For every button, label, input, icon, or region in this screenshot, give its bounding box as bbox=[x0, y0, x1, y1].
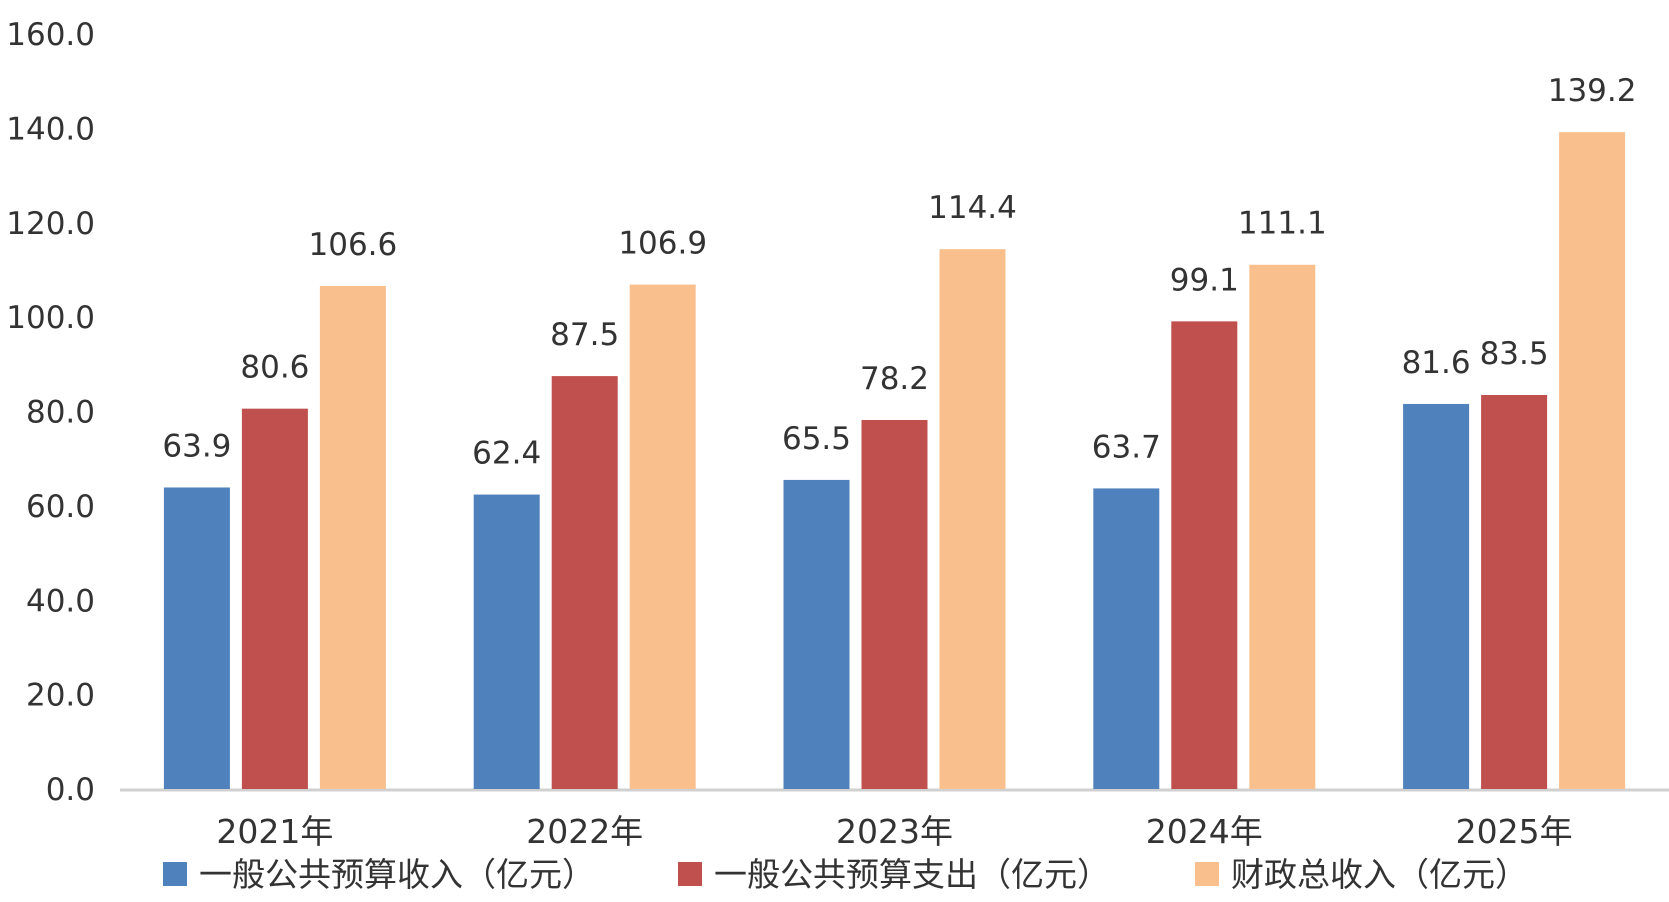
bar-3-5 bbox=[1559, 132, 1626, 789]
bar-2-5 bbox=[1481, 394, 1548, 789]
legend-swatch bbox=[1195, 862, 1219, 886]
data-label: 106.9 bbox=[618, 226, 707, 262]
data-label: 63.7 bbox=[1092, 429, 1161, 465]
data-label: 62.4 bbox=[472, 436, 541, 472]
data-label: 114.4 bbox=[928, 190, 1017, 226]
legend-swatch bbox=[678, 862, 702, 886]
x-category-label: 2021年 bbox=[216, 812, 333, 851]
y-tick-label: 0.0 bbox=[46, 772, 95, 808]
data-label: 83.5 bbox=[1480, 336, 1549, 372]
data-label: 111.1 bbox=[1238, 206, 1327, 242]
legend-label: 一般公共预算收入（亿元） bbox=[199, 855, 595, 894]
y-tick-label: 80.0 bbox=[26, 395, 95, 431]
x-category-label: 2023年 bbox=[836, 812, 953, 851]
y-tick-label: 60.0 bbox=[26, 489, 95, 525]
y-tick-label: 20.0 bbox=[26, 678, 95, 714]
bar-3-4 bbox=[1249, 264, 1316, 789]
legend-label: 一般公共预算支出（亿元） bbox=[714, 855, 1110, 894]
data-label: 99.1 bbox=[1170, 262, 1239, 298]
bar-2-1 bbox=[241, 408, 308, 789]
bar-2-4 bbox=[1171, 321, 1238, 789]
data-labels: 63.9 80.6 106.6 62.4 87.5 106.9 65.578.2 114.4 6… bbox=[162, 73, 1636, 471]
data-label: 139.2 bbox=[1548, 73, 1637, 109]
bar-2-2 bbox=[551, 376, 618, 789]
x-category-label: 2025年 bbox=[1456, 812, 1573, 851]
y-tick-label: 120.0 bbox=[6, 206, 95, 242]
y-tick-label: 160.0 bbox=[6, 17, 95, 53]
x-category-label: 2024年 bbox=[1146, 812, 1263, 851]
y-tick-label: 40.0 bbox=[26, 583, 95, 619]
y-axis-tick-labels: 0.0 20.0 40.0 60.0 80.0 100.0 120.0 140.0 160.0 bbox=[6, 17, 95, 808]
legend-swatch bbox=[163, 862, 187, 886]
y-tick-label: 100.0 bbox=[6, 300, 95, 336]
y-tick-label: 140.0 bbox=[6, 111, 95, 147]
bar-2-3 bbox=[861, 419, 928, 789]
bar-3-2 bbox=[629, 284, 696, 789]
data-label: 63.9 bbox=[162, 428, 231, 464]
data-label: 65.5 bbox=[782, 421, 851, 457]
bar-1-4 bbox=[1093, 488, 1160, 789]
x-axis-category-labels: 2021年 2022年 2023年 2024年 2025年 bbox=[216, 812, 1572, 851]
legend-label: 财政总收入（亿元） bbox=[1231, 855, 1528, 894]
data-label: 87.5 bbox=[550, 317, 619, 353]
data-label: 81.6 bbox=[1402, 345, 1471, 381]
x-category-label: 2022年 bbox=[526, 812, 643, 851]
bar-1-1 bbox=[163, 487, 230, 789]
legend: 一般公共预算收入（亿元） 一般公共预算支出（亿元） 财政总收入（亿元） bbox=[163, 855, 1528, 894]
bar-1-3 bbox=[783, 479, 850, 789]
data-label: 80.6 bbox=[240, 350, 309, 386]
bar-1-2 bbox=[473, 494, 540, 789]
data-label: 78.2 bbox=[860, 361, 929, 397]
bar-3-1 bbox=[319, 285, 386, 789]
data-label: 106.6 bbox=[309, 227, 398, 263]
bar-1-5 bbox=[1403, 403, 1470, 789]
bars bbox=[163, 132, 1626, 790]
bar-3-3 bbox=[939, 249, 1006, 790]
